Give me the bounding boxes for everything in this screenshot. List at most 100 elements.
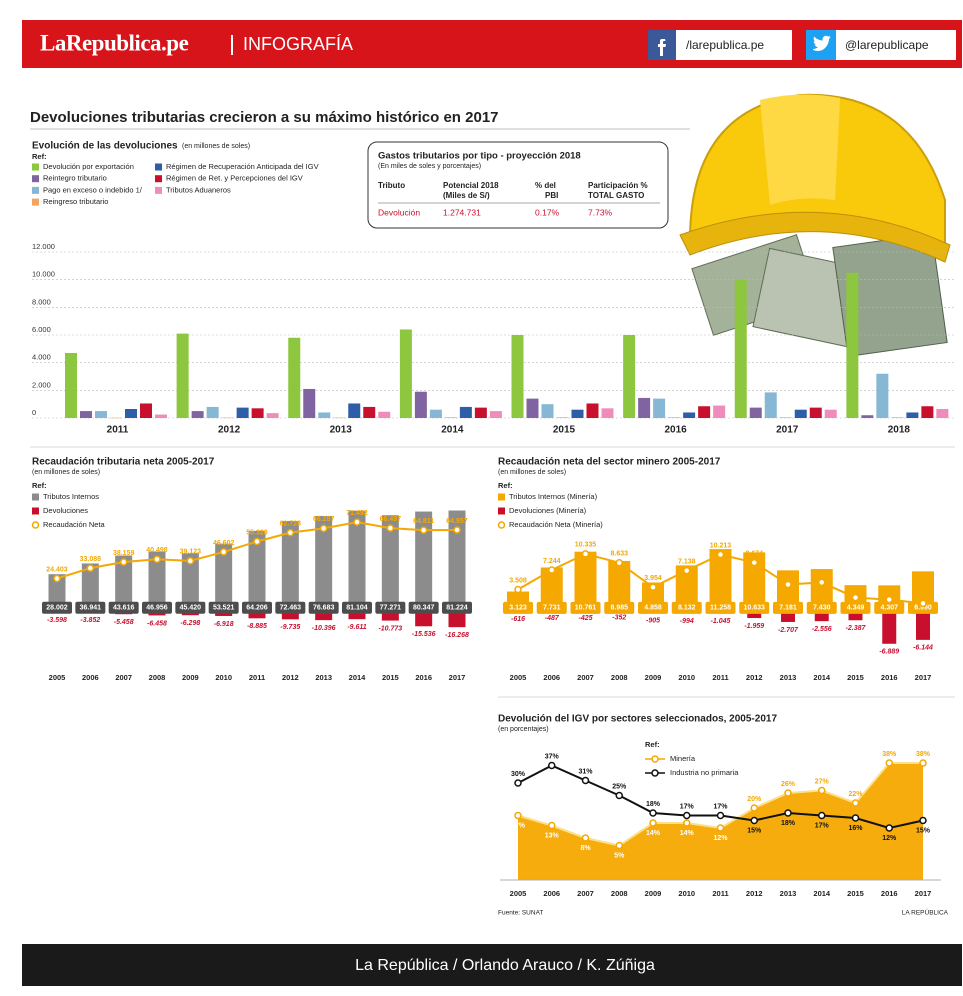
value-label: 11.258 bbox=[710, 605, 731, 612]
bar bbox=[333, 417, 346, 419]
x-tick-label: 2005 bbox=[49, 673, 66, 682]
value-label: 43.616 bbox=[113, 605, 135, 612]
value-label: 62.728 bbox=[280, 520, 302, 527]
x-tick-label: 2016 bbox=[415, 673, 432, 682]
table-box bbox=[367, 141, 669, 229]
table-header: (Miles de S/) bbox=[443, 191, 490, 200]
legend-swatch bbox=[32, 507, 39, 515]
bar bbox=[876, 373, 889, 418]
value-label: -1.045 bbox=[711, 618, 731, 625]
x-tick-label: 2017 bbox=[915, 889, 932, 898]
chart-title: Recaudación neta del sector minero 2005-… bbox=[498, 457, 721, 468]
value-label: 10.213 bbox=[710, 542, 732, 549]
bar bbox=[861, 415, 874, 418]
value-box bbox=[275, 601, 306, 614]
value-box bbox=[570, 601, 601, 614]
y-tick-label: 8.000 bbox=[32, 297, 51, 306]
bar bbox=[779, 417, 792, 418]
value-label: -616 bbox=[511, 616, 525, 623]
value-label: 17% bbox=[511, 822, 526, 829]
value-label: 81.224 bbox=[446, 605, 468, 612]
point bbox=[818, 786, 826, 795]
bar bbox=[429, 409, 442, 418]
table-cell: 7.73% bbox=[588, 207, 613, 217]
value-label: 4.349 bbox=[847, 605, 865, 612]
value-box bbox=[75, 601, 106, 614]
table-cell: 1.274.731 bbox=[443, 207, 481, 217]
bar bbox=[251, 408, 264, 418]
x-tick-label: 2009 bbox=[182, 673, 199, 682]
value-label: 14% bbox=[646, 830, 661, 837]
legend-swatch bbox=[32, 186, 39, 194]
value-box bbox=[42, 601, 72, 614]
bar bbox=[378, 411, 391, 418]
bar bbox=[586, 403, 599, 418]
value-box bbox=[705, 601, 736, 614]
value-label: 5% bbox=[614, 852, 625, 859]
chart-subtitle: (en millones de soles) bbox=[32, 469, 100, 476]
point bbox=[649, 583, 657, 591]
point bbox=[615, 841, 623, 850]
value-box bbox=[739, 601, 770, 614]
legend-swatch bbox=[155, 175, 162, 183]
y-tick-label: 10.000 bbox=[32, 270, 55, 279]
value-box bbox=[840, 601, 871, 614]
point bbox=[919, 816, 927, 825]
value-label: 22% bbox=[848, 791, 863, 798]
value-label: -6.144 bbox=[913, 645, 933, 652]
point bbox=[514, 811, 522, 820]
point bbox=[649, 819, 657, 827]
value-label: 3.954 bbox=[644, 575, 662, 582]
value-label: -905 bbox=[646, 617, 660, 624]
bar bbox=[248, 530, 266, 608]
bar bbox=[448, 510, 466, 608]
bar bbox=[511, 335, 524, 418]
header-bar bbox=[22, 20, 962, 68]
bar bbox=[540, 567, 563, 608]
x-tick-label: 2015 bbox=[847, 889, 864, 898]
value-label: 37% bbox=[545, 753, 560, 760]
table-header: Tributo bbox=[378, 181, 405, 190]
value-label: -2.387 bbox=[846, 625, 867, 632]
point bbox=[919, 759, 927, 767]
bar bbox=[809, 407, 822, 418]
value-label: 16% bbox=[848, 825, 863, 832]
brand: LaRepublica.pe bbox=[40, 30, 189, 55]
y-tick-label: 12.000 bbox=[32, 242, 55, 251]
table-header: Participación % bbox=[588, 181, 648, 190]
value-box bbox=[375, 601, 406, 614]
value-label: 76.683 bbox=[313, 605, 335, 612]
value-label: -352 bbox=[612, 615, 626, 622]
value-label: 27% bbox=[815, 778, 830, 785]
point bbox=[386, 524, 395, 532]
bar bbox=[215, 543, 233, 608]
bar bbox=[556, 417, 569, 418]
point bbox=[683, 566, 691, 575]
point bbox=[419, 526, 428, 534]
value-label: -5.458 bbox=[114, 619, 134, 626]
value-label: 30% bbox=[511, 771, 526, 778]
legend-swatch bbox=[31, 521, 40, 529]
legend-label: Tributos Internos (Minería) bbox=[509, 492, 598, 501]
twitter-glyph bbox=[813, 35, 831, 51]
x-tick-label: 2017 bbox=[915, 673, 932, 682]
facebook-handle[interactable]: /larepublica.pe bbox=[686, 38, 764, 52]
point bbox=[86, 564, 95, 572]
value-label: 845 bbox=[917, 591, 929, 598]
value-label: 66.497 bbox=[380, 516, 402, 523]
twitter-handle[interactable]: @larepublicape bbox=[845, 38, 929, 52]
legend-swatch bbox=[498, 507, 505, 515]
legend-label: Recaudación Neta bbox=[43, 520, 106, 529]
point bbox=[750, 804, 758, 812]
point bbox=[514, 779, 522, 787]
legend-swatch bbox=[155, 186, 162, 194]
bar bbox=[236, 407, 249, 418]
legend-swatch bbox=[32, 175, 39, 183]
x-tick-label: 2008 bbox=[611, 889, 628, 898]
helmet-illustration bbox=[679, 93, 951, 357]
value-label: -6.458 bbox=[147, 620, 167, 627]
bar bbox=[363, 406, 376, 418]
value-label: 26% bbox=[781, 781, 796, 788]
table-header: Potencial 2018 bbox=[443, 181, 499, 190]
value-label: 8.985 bbox=[610, 605, 628, 612]
